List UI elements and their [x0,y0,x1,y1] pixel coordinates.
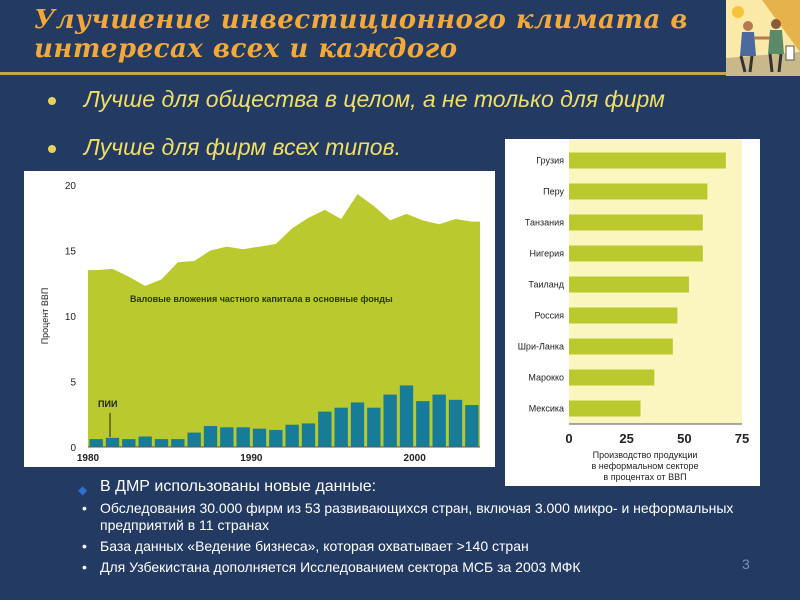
bar-fdi [301,423,316,447]
category-label: Нигерия [529,249,564,259]
category-label: Таиланд [528,280,564,290]
data-source-item: • База данных «Ведение бизнеса», которая… [74,538,774,555]
bar-fdi [399,385,414,447]
x-axis-label-line: в процентах от ВВП [603,472,686,482]
bar-informal-output [569,245,703,262]
bar-fdi [138,436,152,447]
category-label: Мексика [529,404,564,414]
bullet-dot-icon [48,97,56,105]
bar-fdi [252,428,267,447]
page-number: 3 [742,556,750,572]
bar-informal-output [569,183,708,200]
bar-fdi [465,405,479,447]
handshake-illustration [726,0,800,76]
y-tick-label: 20 [65,181,77,192]
data-sources-list: • Обследования 30.000 фирм из 53 развива… [74,500,774,576]
bar-fdi [416,401,430,447]
key-point-text: Лучше для фирм всех типов. [84,134,401,160]
bar-fdi [154,439,169,447]
bullet-dot-icon: • [82,559,87,575]
bar-fdi [318,411,332,447]
bullet-dot-icon [48,145,56,153]
handshake-logo-image [726,0,800,76]
bar-informal-output [569,307,678,324]
bar-fdi [89,439,103,447]
bullet-dot-icon: • [82,538,87,554]
bar-fdi [105,437,120,447]
bar-fdi [350,402,365,447]
data-source-item: • Для Узбекистана дополняется Исследован… [74,559,774,576]
category-label: Марокко [528,373,564,383]
data-source-text: Обследования 30.000 фирм из 53 развивающ… [100,500,734,533]
bar-informal-output [569,152,726,169]
data-sources-heading: ◆ В ДМР использованы новые данные: [74,477,774,497]
data-source-item: • Обследования 30.000 фирм из 53 развива… [74,500,774,534]
x-tick-label: 0 [565,431,572,446]
title-divider [0,72,728,75]
data-sources-heading-text: В ДМР использованы новые данные: [100,478,377,495]
key-point: Лучше для фирм всех типов. [44,134,704,160]
y-tick-label: 10 [65,312,77,323]
title-bar [0,0,800,76]
bar-fdi [236,427,250,447]
x-tick-label: 2000 [404,453,427,464]
bar-fdi [367,407,381,447]
x-axis-label-line: в неформальном секторе [591,461,698,471]
category-label: Грузия [536,156,564,166]
series-label-fdi: ПИИ [98,399,117,409]
bar-informal-output [569,338,673,355]
x-tick-label: 1990 [240,453,263,464]
investment-area-chart-svg: 0 5 10 15 20 1980 1990 2000 Процент ВВП Валовые в… [40,181,480,464]
bar-fdi [269,429,283,447]
bar-fdi [334,407,348,447]
category-label: Шри-Ланка [518,342,564,352]
key-point: Лучше для общества в целом, а не только … [44,88,704,136]
bar-fdi [171,439,185,447]
bar-fdi [203,426,218,447]
x-tick-label: 50 [677,431,691,446]
category-label: Россия [534,311,564,321]
slide-title: Улучшение инвестиционного климата в инте… [34,6,688,64]
informal-sector-bar-chart: Грузия Перу Танзания Нигерия Таиланд Россия Шр… [505,139,760,486]
diamond-bullet-icon: ◆ [78,483,88,497]
category-label: Танзания [525,218,564,228]
x-tick-label: 75 [735,431,749,446]
series-area-private-investment [88,194,480,447]
y-tick-label: 5 [70,378,76,389]
bar-informal-output [569,214,703,231]
x-tick-label: 1980 [77,453,100,464]
x-tick-label: 25 [619,431,633,446]
slide-title-line-1: Улучшение инвестиционного климата в [34,5,688,35]
bar-informal-output [569,276,689,293]
bar-fdi [220,427,234,447]
data-source-text: База данных «Ведение бизнеса», которая о… [100,538,529,554]
informal-sector-bar-chart-svg: Грузия Перу Танзания Нигерия Таиланд Россия Шр… [518,139,749,482]
investment-area-chart: 0 5 10 15 20 1980 1990 2000 Процент ВВП Валовые в… [24,171,495,467]
bar-fdi [187,432,201,447]
key-point-text: Лучше для общества в целом, а не только … [84,86,665,112]
bar-fdi [285,424,299,447]
data-source-text: Для Узбекистана дополняется Исследование… [100,559,581,575]
bar-informal-output [569,400,641,417]
slide-title-line-2: интересах всех и каждого [34,34,458,64]
bar-fdi [122,439,136,447]
bar-fdi [432,394,446,447]
y-axis-label: Процент ВВП [40,288,50,345]
category-label: Перу [543,187,564,197]
bar-fdi [383,394,397,447]
data-sources-notes: ◆ В ДМР использованы новые данные: • Обс… [74,477,774,580]
y-tick-label: 15 [65,247,77,258]
bar-informal-output [569,369,655,386]
bar-fdi [448,399,463,447]
x-axis-label-line: Производство продукции [593,450,698,460]
key-points-list: Лучше для общества в целом, а не только … [44,88,704,160]
bullet-dot-icon: • [82,500,87,516]
y-tick-label: 0 [70,443,76,454]
series-label-private-investment: Валовые вложения частного капитала в осн… [130,294,393,304]
